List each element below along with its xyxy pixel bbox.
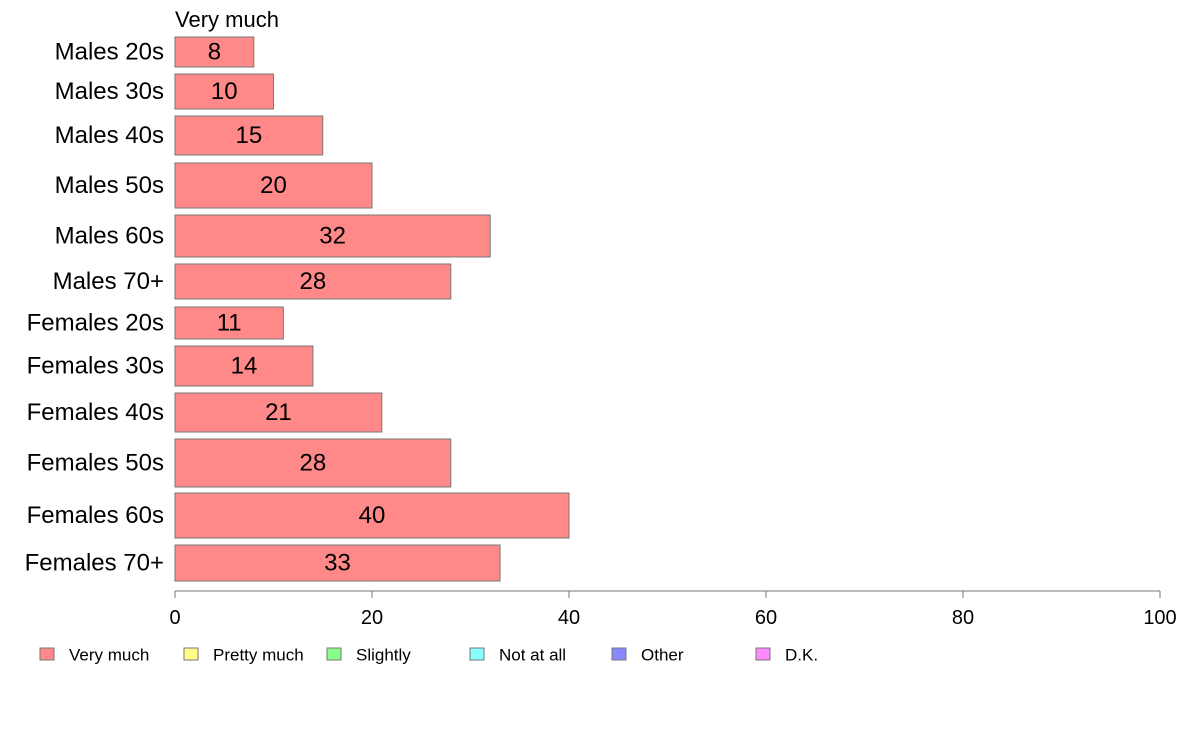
legend-label: Not at all [499, 646, 566, 665]
x-axis: 0 20 40 60 80 100 [169, 590, 1177, 629]
category-label: Females 60s [27, 502, 164, 529]
category-label: Males 70+ [53, 268, 164, 295]
bar [174, 115, 324, 156]
bar-group: Males 70+ 28 [53, 263, 452, 300]
bar-value-label: 15 [236, 122, 263, 149]
bar-group: Males 50s 20 [55, 162, 373, 209]
legend-swatch [39, 647, 55, 661]
category-label: Males 50s [55, 172, 164, 199]
bar-group: Females 60s 40 [27, 492, 570, 539]
bar [174, 214, 491, 258]
legend-swatch [469, 647, 485, 661]
x-tick-label: 100 [1143, 607, 1176, 629]
bar-value-label: 8 [208, 39, 221, 66]
category-label: Females 40s [27, 399, 164, 426]
legend-label: Slightly [356, 646, 411, 665]
legend-item: Not at all [469, 646, 566, 665]
category-label: Females 20s [27, 310, 164, 337]
panel-title: Very much [175, 7, 279, 32]
bar [174, 73, 274, 110]
legend-item: Other [611, 646, 684, 665]
category-label: Males 30s [55, 78, 164, 105]
bar-value-label: 10 [211, 78, 238, 105]
bar-value-label: 21 [265, 399, 292, 426]
bar [174, 544, 501, 582]
legend-item: Slightly [326, 646, 411, 665]
x-tick-label: 60 [755, 607, 777, 629]
category-label: Males 40s [55, 122, 164, 149]
bars: Males 20s 8 Males 30s 10 Males 40s 15 Males 50… [25, 36, 570, 582]
legend-swatch [611, 647, 627, 661]
legend-label: Very much [69, 646, 149, 665]
bar [174, 263, 452, 300]
legend-label: D.K. [785, 646, 818, 665]
legend-label: Other [641, 646, 684, 665]
bar-value-label: 40 [359, 502, 386, 529]
bar [174, 162, 373, 209]
bar [174, 392, 383, 433]
x-tick-label: 20 [361, 607, 383, 629]
bar-group: Females 30s 14 [27, 345, 314, 387]
bar-value-label: 14 [231, 353, 258, 380]
bar-value-label: 20 [260, 172, 287, 199]
bar-value-label: 11 [217, 310, 242, 337]
legend-item: D.K. [755, 646, 818, 665]
bar-group: Males 40s 15 [55, 115, 324, 156]
category-label: Females 30s [27, 353, 164, 380]
category-label: Females 50s [27, 450, 164, 477]
bar [174, 438, 452, 488]
x-tick-label: 80 [952, 607, 974, 629]
bar [174, 306, 284, 340]
bar-group: Females 20s 11 [27, 306, 284, 340]
legend-swatch [326, 647, 342, 661]
bar-value-label: 28 [300, 450, 327, 477]
bar [174, 36, 255, 68]
bar-group: Males 60s 32 [55, 214, 491, 258]
x-tick-label: 40 [558, 607, 580, 629]
bar-group: Males 30s 10 [55, 73, 274, 110]
category-label: Females 70+ [25, 550, 164, 577]
bar [174, 492, 570, 539]
legend-item: Very much [39, 646, 149, 665]
legend-swatch [183, 647, 199, 661]
bar-value-label: 28 [300, 268, 327, 295]
legend-label: Pretty much [213, 646, 304, 665]
bar [174, 345, 314, 387]
bar-group: Females 70+ 33 [25, 544, 501, 582]
bar-value-label: 32 [319, 223, 346, 250]
x-tick-label: 0 [169, 607, 180, 629]
legend-item: Pretty much [183, 646, 304, 665]
bar-group: Females 50s 28 [27, 438, 452, 488]
bar-group: Females 40s 21 [27, 392, 383, 433]
legend: Very much Pretty much Slightly Not at all Ot… [39, 646, 818, 665]
legend-swatch [755, 647, 771, 661]
bar-group: Males 20s 8 [55, 36, 255, 68]
bar-value-label: 33 [324, 550, 351, 577]
category-label: Males 60s [55, 223, 164, 250]
category-label: Males 20s [55, 39, 164, 66]
